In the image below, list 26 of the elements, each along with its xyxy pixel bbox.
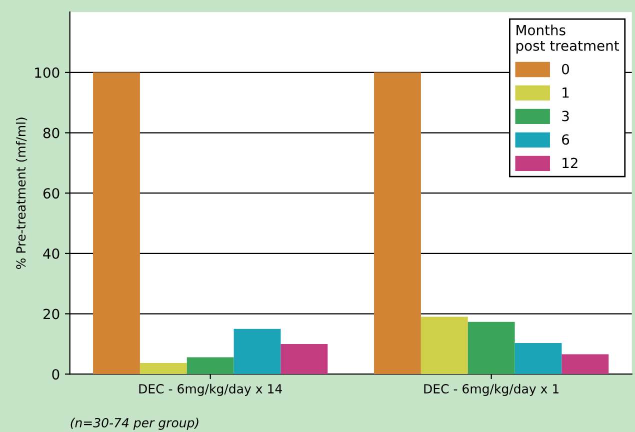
y-tick-label: 60 [43,188,60,199]
bar [468,322,515,374]
legend-label: 1 [562,87,569,98]
y-tick-label: 0 [52,369,60,380]
bar [93,72,140,374]
bar [562,354,609,374]
y-tick-label: 80 [43,128,60,138]
legend-label: 0 [562,64,569,74]
y-tick-label: 40 [43,248,60,259]
x-tick-label: DEC - 6mg/kg/day x 1 [424,384,559,396]
bar [140,362,187,374]
bar [186,357,234,374]
legend-title: Months post treatment [516,24,619,54]
legend-label: 3 [562,110,569,122]
legend-label: 12 [562,158,578,168]
y-axis-title: % Pre-treatment (mf/ml) [16,118,28,269]
bar [374,72,421,374]
y-tick-label: 20 [43,308,60,320]
bar [280,344,328,374]
text: (n=30-74 per group) [70,418,198,430]
bar [234,328,281,374]
bar [514,343,562,374]
y-tick-label: 100 [35,67,60,78]
x-tick-label: DEC - 6mg/kg/day x 14 [139,384,282,396]
legend-label: 6 [562,134,570,145]
bar [420,316,468,374]
